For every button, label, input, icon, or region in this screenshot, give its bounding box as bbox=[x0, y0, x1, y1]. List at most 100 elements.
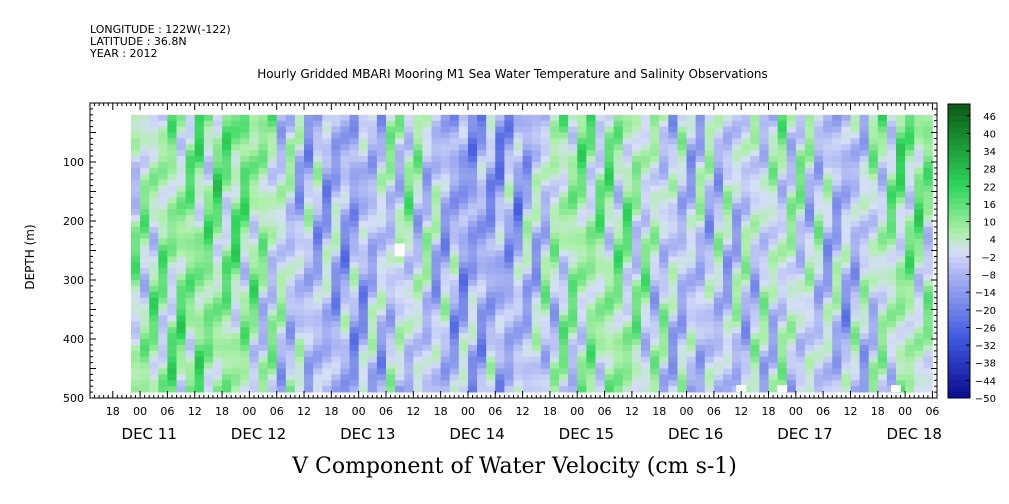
heat-cell bbox=[194, 280, 205, 287]
heat-cell bbox=[914, 280, 924, 287]
heat-cell bbox=[859, 315, 870, 322]
heat-cell bbox=[923, 209, 933, 216]
heat-cell bbox=[231, 362, 241, 369]
heat-cell bbox=[841, 327, 851, 334]
heat-cell bbox=[832, 203, 842, 210]
heat-cell bbox=[340, 256, 350, 263]
heat-cell bbox=[404, 327, 414, 334]
heat-cell bbox=[832, 374, 842, 381]
heat-cell bbox=[376, 232, 387, 240]
heat-cell bbox=[540, 162, 551, 169]
heat-cell bbox=[130, 150, 141, 157]
heat-cell bbox=[841, 356, 851, 363]
heat-cell bbox=[622, 303, 633, 310]
heat-cell bbox=[759, 250, 769, 257]
heat-cell bbox=[340, 315, 350, 322]
heat-cell bbox=[750, 285, 760, 293]
x-day-label: DEC 11 bbox=[122, 425, 177, 443]
heat-cell bbox=[404, 144, 414, 151]
heat-cell bbox=[704, 321, 715, 328]
heat-cell bbox=[504, 256, 514, 263]
heat-cell bbox=[768, 250, 779, 257]
heat-cell bbox=[167, 238, 177, 245]
heat-cell bbox=[531, 144, 542, 151]
heat-cell bbox=[294, 209, 305, 216]
heat-cell bbox=[641, 344, 651, 352]
heat-cell bbox=[522, 344, 533, 352]
heat-cell bbox=[850, 144, 860, 151]
heat-cell bbox=[385, 150, 396, 157]
heat-cell bbox=[212, 191, 223, 198]
heat-cell bbox=[495, 333, 505, 340]
heat-cell bbox=[185, 250, 196, 257]
heat-cell bbox=[395, 374, 405, 381]
heat-cell bbox=[240, 150, 250, 157]
heat-cell bbox=[294, 238, 305, 245]
heat-cell bbox=[203, 167, 214, 175]
heat-cell bbox=[905, 203, 915, 210]
heat-cell bbox=[577, 274, 587, 281]
heat-cell bbox=[458, 179, 469, 186]
heat-cell bbox=[549, 250, 560, 257]
heat-cell bbox=[140, 209, 150, 216]
heat-cell bbox=[449, 209, 460, 216]
heat-cell bbox=[258, 368, 268, 375]
heat-cell bbox=[595, 162, 605, 169]
heat-cell bbox=[795, 209, 806, 216]
heat-cell bbox=[713, 138, 724, 145]
missing-data-patch bbox=[736, 385, 747, 393]
heat-cell bbox=[285, 303, 296, 310]
heat-cell bbox=[231, 339, 241, 346]
heat-cell bbox=[240, 221, 250, 228]
heat-cell bbox=[631, 333, 642, 340]
heat-cell bbox=[294, 191, 305, 198]
heat-cell bbox=[759, 362, 769, 369]
heat-cell bbox=[140, 244, 150, 251]
heat-cell bbox=[868, 356, 879, 363]
heat-cell bbox=[659, 268, 669, 275]
heat-cell bbox=[577, 185, 587, 192]
heat-cell bbox=[276, 356, 287, 363]
heat-cell bbox=[604, 197, 615, 204]
heat-cell bbox=[622, 197, 633, 204]
heat-cell bbox=[203, 368, 214, 375]
heat-cell bbox=[613, 274, 624, 281]
heat-cell bbox=[458, 144, 469, 151]
heat-cell bbox=[568, 386, 578, 393]
heat-cell bbox=[222, 114, 232, 122]
heat-cell bbox=[486, 203, 496, 210]
heat-cell bbox=[304, 238, 314, 245]
heat-cell bbox=[741, 144, 751, 151]
heat-cell bbox=[413, 185, 423, 192]
heat-cell bbox=[604, 303, 615, 310]
heat-cell bbox=[622, 167, 633, 175]
heat-cell bbox=[176, 356, 187, 363]
heat-cell bbox=[413, 291, 423, 299]
heat-cell bbox=[641, 303, 651, 310]
heat-cell bbox=[203, 327, 214, 334]
heat-cell bbox=[868, 132, 879, 139]
heat-cell bbox=[449, 114, 460, 122]
heat-cell bbox=[258, 221, 268, 228]
heat-cell bbox=[686, 291, 697, 299]
heat-cell bbox=[422, 374, 432, 381]
heat-cell bbox=[668, 173, 678, 181]
heat-cell bbox=[631, 209, 642, 216]
heat-cell bbox=[613, 339, 624, 346]
heat-cell bbox=[786, 197, 797, 204]
heat-cell bbox=[331, 256, 341, 263]
heat-cell bbox=[559, 344, 569, 352]
heat-cell bbox=[914, 368, 924, 375]
heat-cell bbox=[194, 315, 205, 322]
heat-cell bbox=[823, 244, 833, 251]
heat-cell bbox=[385, 333, 396, 340]
colorbar-swatch bbox=[948, 298, 970, 305]
heat-cell bbox=[722, 162, 733, 169]
heat-cell bbox=[294, 362, 305, 369]
heat-cell bbox=[722, 244, 733, 251]
heat-cell bbox=[349, 173, 360, 181]
heat-cell bbox=[604, 327, 615, 334]
heat-cell bbox=[850, 262, 860, 269]
heat-cell bbox=[786, 250, 797, 257]
heat-cell bbox=[668, 138, 678, 145]
